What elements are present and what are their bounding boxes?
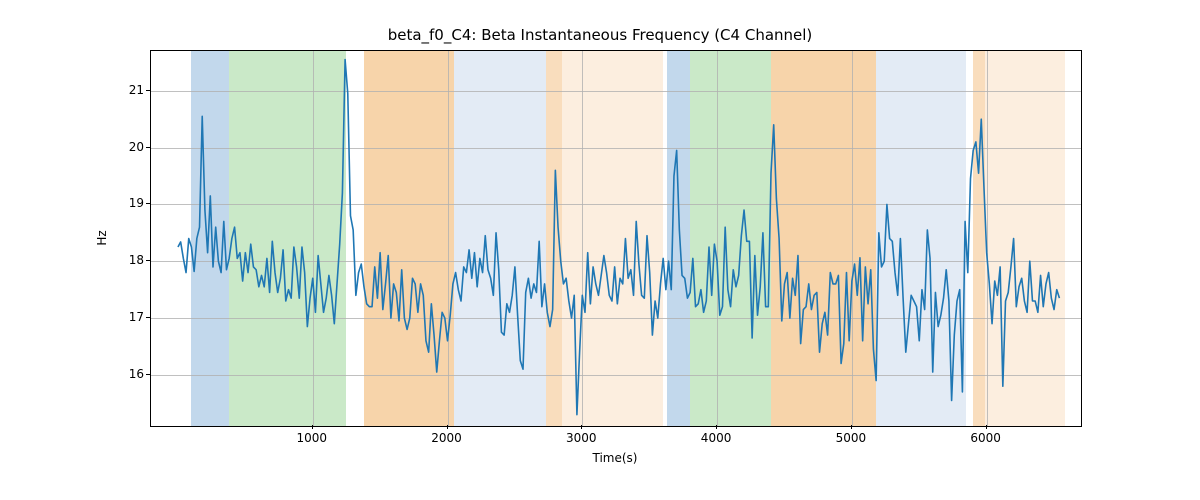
x-tick-label: 5000 xyxy=(836,431,867,445)
x-tick xyxy=(447,425,448,429)
x-tick xyxy=(581,425,582,429)
y-tick-label: 18 xyxy=(122,253,144,267)
y-tick xyxy=(146,203,150,204)
y-tick xyxy=(146,374,150,375)
y-tick-label: 21 xyxy=(122,83,144,97)
y-tick xyxy=(146,90,150,91)
y-tick xyxy=(146,260,150,261)
y-tick-label: 20 xyxy=(122,140,144,154)
y-tick-label: 16 xyxy=(122,367,144,381)
y-tick-label: 19 xyxy=(122,196,144,210)
x-tick xyxy=(986,425,987,429)
chart-title: beta_f0_C4: Beta Instantaneous Frequency… xyxy=(0,26,1200,44)
x-tick-label: 1000 xyxy=(296,431,327,445)
x-tick xyxy=(716,425,717,429)
y-axis-label: Hz xyxy=(95,230,109,245)
y-tick xyxy=(146,147,150,148)
x-tick xyxy=(312,425,313,429)
figure: beta_f0_C4: Beta Instantaneous Frequency… xyxy=(0,0,1200,500)
data-line xyxy=(151,51,1081,426)
x-tick xyxy=(851,425,852,429)
x-axis-label: Time(s) xyxy=(593,451,638,465)
x-tick-label: 4000 xyxy=(701,431,732,445)
x-tick-label: 6000 xyxy=(970,431,1001,445)
x-tick-label: 2000 xyxy=(431,431,462,445)
y-tick-label: 17 xyxy=(122,310,144,324)
y-tick xyxy=(146,317,150,318)
axes-area xyxy=(150,50,1082,427)
x-tick-label: 3000 xyxy=(566,431,597,445)
